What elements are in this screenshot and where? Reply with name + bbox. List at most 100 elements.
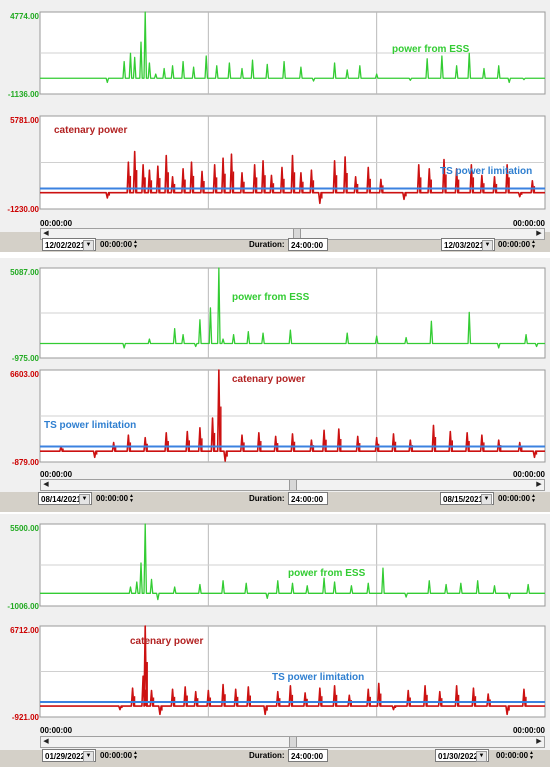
catenary-power-line xyxy=(40,150,545,205)
ess-y-min-label: -975.00 xyxy=(12,354,40,363)
ess-power-line xyxy=(40,11,545,84)
end-time-value: 00:00:00 xyxy=(496,751,529,760)
catenary-y-min-label: -879.00 xyxy=(12,458,40,467)
end-date-picker[interactable]: 12/03/2021 ▼ xyxy=(441,238,495,251)
chart-area-1: 4774.00 -1136.00 5781.00 -1230.00 power from… xyxy=(0,0,550,232)
start-date-picker[interactable]: 12/02/2021 ▼ xyxy=(42,238,96,251)
start-date-value: 08/14/2021 xyxy=(41,495,82,504)
chart-svg-1: 4774.00 -1136.00 5781.00 -1230.00 power from… xyxy=(7,11,546,214)
spinner-icon[interactable]: ▲ ▼ xyxy=(129,492,134,504)
timeline-3: 00:00:00 00:00:00 xyxy=(40,724,545,738)
ess-y-max-label: 5087.00 xyxy=(10,268,39,277)
scroll-left-icon[interactable]: ◀ xyxy=(43,738,49,745)
time-axis-start: 00:00:00 xyxy=(40,726,73,735)
chart-area-3: 5500.00 -1006.00 6712.00 -921.00 power from … xyxy=(0,514,550,750)
chart-area-2: 5087.00 -975.00 6603.00 -879.00 power from E… xyxy=(0,258,550,492)
chart-svg-3: 5500.00 -1006.00 6712.00 -921.00 power from … xyxy=(7,523,546,722)
panel-1: 4774.00 -1136.00 5781.00 -1230.00 power from… xyxy=(0,0,550,252)
start-time-value: 00:00:00 xyxy=(100,751,133,760)
ess-y-min-label: -1136.00 xyxy=(8,90,40,99)
catenary-y-max-label: 6712.00 xyxy=(10,626,39,635)
start-time-value: 00:00:00 xyxy=(96,494,129,503)
end-time-field[interactable]: 00:00:00▲ ▼ xyxy=(496,750,535,762)
end-time-field[interactable]: 00:00:00▲ ▼ xyxy=(498,239,537,251)
chevron-down-icon[interactable]: ▼ xyxy=(83,751,94,762)
time-axis-start: 00:00:00 xyxy=(40,470,73,479)
chevron-down-icon[interactable]: ▼ xyxy=(481,494,492,505)
scroll-right-icon[interactable]: ▶ xyxy=(536,481,542,488)
scroll-right-icon[interactable]: ▶ xyxy=(536,230,542,237)
start-time-field[interactable]: 00:00:00▲ ▼ xyxy=(96,493,135,505)
catenary-y-min-label: -1230.00 xyxy=(7,205,39,214)
ts-limitation-label: TS power limitation xyxy=(440,166,532,177)
ts-limitation-label: TS power limitation xyxy=(272,672,364,683)
duration-label: Duration: xyxy=(249,494,285,503)
chevron-down-icon[interactable]: ▼ xyxy=(476,751,487,762)
duration-label: Duration: xyxy=(249,751,285,760)
start-date-picker[interactable]: 08/14/2021 ▼ xyxy=(38,492,92,505)
controls-1: 12/02/2021 ▼ 00:00:00▲ ▼ Duration: 24:00:… xyxy=(40,237,545,253)
end-date-value: 01/30/2022 xyxy=(438,752,479,761)
end-date-picker[interactable]: 01/30/2022 ▼ xyxy=(435,749,489,762)
chevron-down-icon[interactable]: ▼ xyxy=(83,240,94,251)
catenary-y-max-label: 5781.00 xyxy=(10,116,39,125)
catenary-series-label: catenary power xyxy=(54,125,127,136)
ess-series-label: power from ESS xyxy=(288,568,366,579)
catenary-series-label: catenary power xyxy=(130,636,203,647)
scroll-thumb[interactable] xyxy=(289,737,297,747)
start-time-field[interactable]: 00:00:00▲ ▼ xyxy=(100,750,139,762)
start-time-value: 00:00:00 xyxy=(100,240,133,249)
catenary-y-min-label: -921.00 xyxy=(12,713,40,722)
duration-value: 24:00:00 xyxy=(291,495,324,504)
controls-2: 08/14/2021 ▼ 00:00:00▲ ▼ Duration: 24:00:… xyxy=(38,491,545,507)
time-scrollbar-2[interactable]: ◀ ▶ xyxy=(40,479,545,491)
spinner-icon[interactable]: ▲ ▼ xyxy=(531,492,536,504)
duration-value: 24:00:00 xyxy=(291,752,324,761)
start-date-value: 12/02/2021 xyxy=(45,241,86,250)
ess-series-label: power from ESS xyxy=(392,44,470,55)
timeline-1: 00:00:00 00:00:00 xyxy=(40,217,545,231)
start-date-value: 01/29/2022 xyxy=(45,752,86,761)
duration-field[interactable]: 24:00:00 xyxy=(288,749,328,762)
ess-series-label: power from ESS xyxy=(232,292,310,303)
ess-y-max-label: 4774.00 xyxy=(10,12,39,21)
end-time-field[interactable]: 00:00:00▲ ▼ xyxy=(498,493,537,505)
time-axis-end: 00:00:00 xyxy=(512,726,545,735)
scroll-left-icon[interactable]: ◀ xyxy=(43,481,49,488)
ess-y-min-label: -1006.00 xyxy=(7,602,39,611)
duration-field[interactable]: 24:00:00 xyxy=(288,492,328,505)
controls-3: 01/29/2022 ▼ 00:00:00▲ ▼ Duration: 24:00:… xyxy=(40,748,545,764)
scroll-thumb[interactable] xyxy=(293,229,301,239)
end-time-value: 00:00:00 xyxy=(498,494,531,503)
duration-field[interactable]: 24:00:00 xyxy=(288,238,328,251)
duration-value: 24:00:00 xyxy=(291,241,324,250)
end-date-value: 08/15/2021 xyxy=(443,495,484,504)
spinner-icon[interactable]: ▲ ▼ xyxy=(529,749,534,761)
scroll-right-icon[interactable]: ▶ xyxy=(536,738,542,745)
panel-3: 5500.00 -1006.00 6712.00 -921.00 power from … xyxy=(0,514,550,767)
time-axis-end: 00:00:00 xyxy=(512,470,545,479)
scroll-thumb[interactable] xyxy=(289,480,297,490)
chevron-down-icon[interactable]: ▼ xyxy=(482,240,493,251)
scroll-left-icon[interactable]: ◀ xyxy=(43,230,49,237)
panel-2: 5087.00 -975.00 6603.00 -879.00 power from E… xyxy=(0,258,550,512)
end-time-value: 00:00:00 xyxy=(498,240,531,249)
spinner-icon[interactable]: ▲ ▼ xyxy=(133,749,138,761)
time-axis-start: 00:00:00 xyxy=(40,219,73,228)
catenary-power-line xyxy=(40,625,545,716)
ess-y-max-label: 5500.00 xyxy=(10,524,39,533)
time-scrollbar-3[interactable]: ◀ ▶ xyxy=(40,736,545,748)
catenary-y-max-label: 6603.00 xyxy=(10,370,39,379)
spinner-icon[interactable]: ▲ ▼ xyxy=(531,238,536,250)
catenary-series-label: catenary power xyxy=(232,374,305,385)
chart-svg-2: 5087.00 -975.00 6603.00 -879.00 power from E… xyxy=(10,267,546,467)
spinner-icon[interactable]: ▲ ▼ xyxy=(133,238,138,250)
ess-power-line xyxy=(40,523,545,601)
start-time-field[interactable]: 00:00:00▲ ▼ xyxy=(100,239,139,251)
time-axis-end: 00:00:00 xyxy=(512,219,545,228)
end-date-picker[interactable]: 08/15/2021 ▼ xyxy=(440,492,494,505)
start-date-picker[interactable]: 01/29/2022 ▼ xyxy=(42,749,96,762)
chevron-down-icon[interactable]: ▼ xyxy=(79,494,90,505)
duration-label: Duration: xyxy=(249,240,285,249)
ts-limitation-label: TS power limitation xyxy=(44,420,136,431)
